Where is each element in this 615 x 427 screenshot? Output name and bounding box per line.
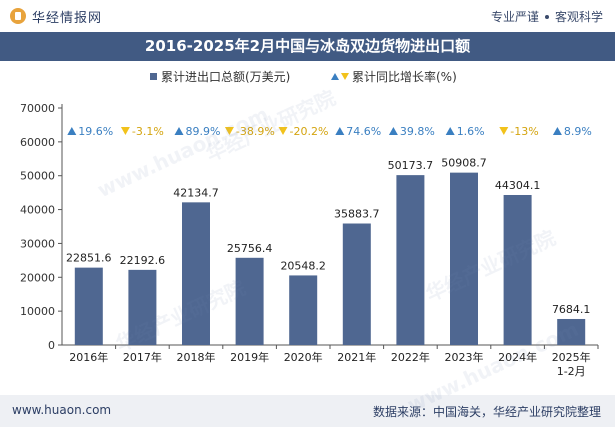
separator-dot-icon: [544, 14, 549, 19]
x-tick-label: 2018年: [177, 350, 216, 364]
bar-value-label: 22192.6: [120, 254, 166, 267]
bar: [557, 318, 586, 345]
growth-down-triangle-icon: [224, 127, 234, 135]
tagline-2: 客观科学: [554, 10, 603, 24]
bar: [289, 275, 318, 345]
growth-down-triangle-icon: [278, 127, 288, 135]
growth-rate-label: -38.9%: [236, 125, 275, 138]
bar-value-label: 7684.1: [552, 303, 591, 316]
top-bar: 华经情报网 专业严谨 客观科学: [0, 0, 615, 32]
bar-value-label: 50173.7: [388, 159, 434, 172]
x-tick-label: 2017年: [123, 350, 162, 364]
legend-up-triangle-icon: [331, 73, 339, 80]
growth-up-triangle-icon: [174, 127, 184, 135]
logo-icon: [10, 8, 26, 24]
x-tick-label: 2019年: [230, 350, 269, 364]
bar: [182, 202, 210, 345]
footer-website[interactable]: www.huaon.com: [12, 403, 112, 417]
bar-value-label: 42134.7: [173, 186, 219, 199]
bar: [396, 175, 425, 345]
growth-up-triangle-icon: [552, 127, 562, 135]
y-tick-label: 10000: [20, 305, 55, 318]
growth-rate-label: 19.6%: [78, 125, 113, 138]
growth-up-triangle-icon: [335, 127, 345, 135]
chart-area: 累计进出口总额(万美元) 累计同比增长率(%) 0 10000 20000 30000 40…: [20, 69, 599, 378]
y-tick-label: 20000: [20, 271, 55, 284]
legend-bar-swatch: [150, 73, 157, 80]
growth-rate-label: 74.6%: [346, 125, 381, 138]
bar: [128, 269, 157, 345]
y-tick-label: 70000: [20, 102, 55, 115]
bar: [342, 223, 371, 345]
footer: www.huaon.com 数据来源：中国海关，华经产业研究院整理: [0, 395, 615, 427]
growth-up-triangle-icon: [388, 127, 398, 135]
legend-bar-label: 累计进出口总额(万美元): [161, 70, 290, 84]
growth-rate-label: 8.9%: [564, 125, 592, 138]
growth-rate-label: -13%: [510, 125, 538, 138]
x-tick-label: 2025年: [552, 350, 591, 364]
title-bar: 2016-2025年2月中国与冰岛双边货物进出口额: [0, 32, 615, 61]
footer-source: 数据来源：中国海关，华经产业研究院整理: [372, 405, 601, 419]
legend-line-label: 累计同比增长率(%): [352, 69, 457, 84]
y-tick-label: 40000: [20, 204, 55, 217]
y-tick-label: 60000: [20, 136, 55, 149]
chart-title: 2016-2025年2月中国与冰岛双边货物进出口额: [144, 37, 471, 55]
growth-rate-label: -20.2%: [290, 125, 329, 138]
x-tick-label: 2023年: [445, 350, 484, 364]
bar-value-label: 25756.4: [227, 242, 273, 255]
growth-down-triangle-icon: [499, 127, 509, 135]
x-tick-label: 2016年: [69, 350, 108, 364]
legend-down-triangle-icon: [341, 73, 349, 80]
bar: [235, 257, 264, 345]
growth-rate-label: 89.9%: [186, 125, 221, 138]
y-tick-label: 50000: [20, 170, 55, 183]
bar: [503, 194, 532, 345]
bar: [450, 172, 478, 345]
bar-value-label: 44304.1: [495, 179, 541, 192]
x-tick-label: 2021年: [337, 350, 376, 364]
growth-rate-label: 39.8%: [400, 125, 435, 138]
growth-down-triangle-icon: [120, 127, 130, 135]
x-tick-label: 1-2月: [557, 365, 586, 378]
bar: [74, 267, 103, 345]
growth-rate-label: -3.1%: [132, 125, 164, 138]
growth-rate-label: 1.6%: [457, 125, 485, 138]
bar-value-label: 20548.2: [280, 259, 326, 272]
tagline-1: 专业严谨: [490, 10, 539, 24]
y-tick-label: 0: [48, 339, 55, 352]
y-tick-label: 30000: [20, 237, 55, 250]
brand[interactable]: 华经情报网: [10, 7, 103, 26]
bar-value-label: 50908.7: [441, 157, 487, 170]
growth-up-triangle-icon: [445, 127, 455, 135]
x-tick-label: 2020年: [284, 350, 323, 364]
x-tick-label: 2022年: [391, 350, 430, 364]
bar-value-label: 22851.6: [66, 252, 112, 265]
bar-value-label: 35883.7: [334, 208, 380, 221]
x-tick-label: 2024年: [498, 350, 537, 364]
brand-name: 华经情报网: [32, 10, 103, 26]
growth-up-triangle-icon: [67, 127, 77, 135]
tagline: 专业严谨 客观科学: [491, 8, 603, 25]
